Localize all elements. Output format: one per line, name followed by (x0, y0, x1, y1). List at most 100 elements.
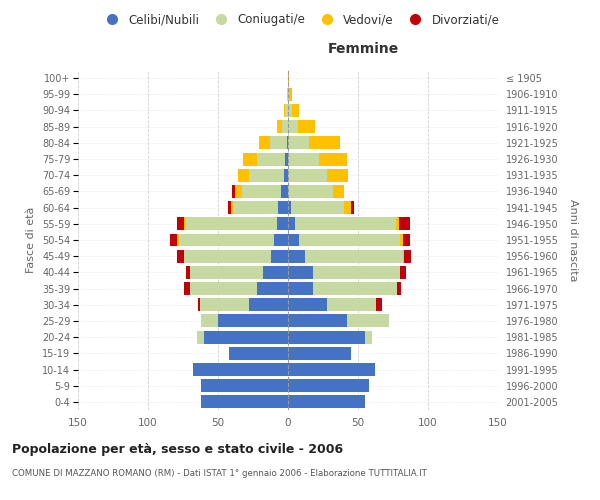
Bar (291, 201, 344, 214)
Bar (281, 185, 288, 198)
Bar (178, 218, 184, 230)
Bar (289, 88, 292, 101)
Text: Popolazione per età, sesso e stato civile - 2006: Popolazione per età, sesso e stato civil… (12, 442, 343, 456)
Bar (333, 185, 344, 198)
Bar (288, 363, 375, 376)
Bar (263, 266, 288, 279)
Bar (288, 169, 327, 181)
Bar (288, 250, 305, 262)
Bar (274, 234, 288, 246)
Bar (319, 152, 347, 166)
Bar (184, 218, 186, 230)
Bar (403, 234, 410, 246)
Bar (288, 234, 299, 246)
Bar (201, 314, 218, 328)
Bar (288, 136, 309, 149)
Bar (351, 201, 354, 214)
Bar (178, 234, 179, 246)
Bar (288, 152, 319, 166)
Bar (238, 169, 249, 181)
Bar (344, 201, 351, 214)
Bar (299, 234, 400, 246)
Y-axis label: Anni di nascita: Anni di nascita (568, 198, 578, 281)
Bar (257, 152, 285, 166)
Text: COMUNE DI MAZZANO ROMANO (RM) - Dati ISTAT 1° gennaio 2006 - Elaborazione TUTTIT: COMUNE DI MAZZANO ROMANO (RM) - Dati IST… (12, 469, 427, 478)
Bar (298, 120, 314, 133)
Bar (285, 152, 288, 166)
Bar (398, 218, 410, 230)
Bar (199, 298, 200, 311)
Bar (288, 330, 365, 344)
Bar (403, 250, 404, 262)
Bar (193, 363, 288, 376)
Bar (228, 201, 230, 214)
Bar (190, 282, 257, 295)
Bar (347, 314, 389, 328)
Bar (309, 136, 340, 149)
Bar (365, 330, 372, 344)
Bar (249, 169, 284, 181)
Bar (288, 120, 298, 133)
Bar (170, 234, 178, 246)
Legend: Celibi/Nubili, Coniugati/e, Vedovi/e, Divorziati/e: Celibi/Nubili, Coniugati/e, Vedovi/e, Di… (96, 8, 504, 31)
Bar (288, 347, 351, 360)
Bar (235, 185, 242, 198)
Bar (288, 104, 292, 117)
Bar (285, 104, 288, 117)
Bar (184, 250, 271, 262)
Bar (200, 298, 249, 311)
Bar (283, 120, 288, 133)
Bar (288, 396, 365, 408)
Bar (397, 282, 401, 295)
Bar (288, 298, 327, 311)
Bar (305, 250, 403, 262)
Bar (288, 185, 333, 198)
Bar (257, 282, 288, 295)
Bar (288, 314, 347, 328)
Bar (204, 330, 288, 344)
Bar (284, 104, 285, 117)
Bar (197, 330, 204, 344)
Bar (201, 379, 288, 392)
Bar (232, 185, 235, 198)
Bar (404, 250, 411, 262)
Bar (400, 234, 403, 246)
Bar (327, 169, 348, 181)
Bar (243, 152, 257, 166)
Bar (284, 169, 288, 181)
Bar (190, 266, 263, 279)
Bar (396, 218, 398, 230)
Bar (249, 298, 288, 311)
Bar (201, 396, 288, 408)
Bar (327, 298, 376, 311)
Text: Femmine: Femmine (328, 42, 399, 56)
Bar (278, 201, 288, 214)
Bar (184, 282, 190, 295)
Bar (287, 136, 288, 149)
Y-axis label: Fasce di età: Fasce di età (26, 207, 37, 273)
Bar (288, 282, 313, 295)
Bar (288, 88, 289, 101)
Bar (288, 218, 295, 230)
Bar (376, 298, 382, 311)
Bar (270, 136, 287, 149)
Bar (400, 266, 406, 279)
Bar (288, 266, 313, 279)
Bar (288, 72, 289, 85)
Bar (233, 201, 278, 214)
Bar (218, 314, 288, 328)
Bar (313, 282, 397, 295)
Bar (292, 104, 299, 117)
Bar (271, 250, 288, 262)
Bar (288, 379, 369, 392)
Bar (288, 201, 291, 214)
Bar (229, 347, 288, 360)
Bar (313, 266, 400, 279)
Bar (277, 120, 283, 133)
Bar (230, 201, 233, 214)
Bar (287, 88, 288, 101)
Bar (186, 218, 277, 230)
Bar (178, 250, 184, 262)
Bar (242, 185, 281, 198)
Bar (295, 218, 396, 230)
